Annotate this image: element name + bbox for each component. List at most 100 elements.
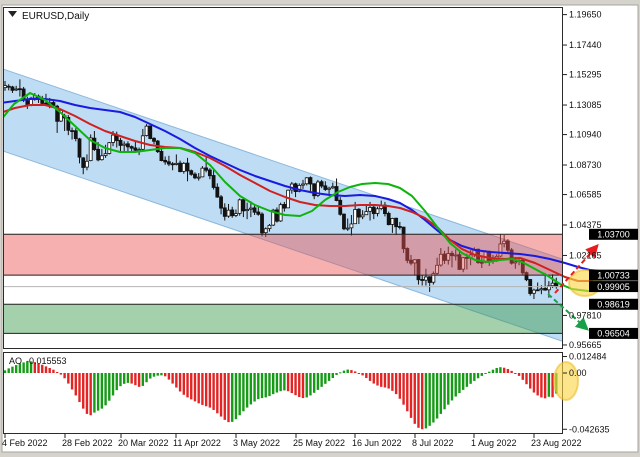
ao-bar [439, 373, 443, 414]
candle [371, 206, 376, 215]
candle [323, 185, 328, 190]
ao-bar [4, 370, 7, 373]
ao-bar [491, 369, 495, 373]
ao-bar [357, 373, 361, 374]
candle [248, 207, 253, 210]
candle [319, 181, 324, 187]
ao-bar [238, 373, 241, 416]
symbol-dropdown-icon[interactable] [8, 11, 17, 17]
candle [315, 181, 320, 196]
ao-bar [331, 373, 334, 379]
price-level-box [589, 327, 638, 339]
time-axis-label: 3 May 2022 [233, 438, 280, 448]
ao-bar [543, 373, 547, 399]
candle [479, 261, 484, 264]
candle [174, 162, 179, 165]
price-axis-label: 1.15295 [569, 70, 602, 80]
candle [345, 227, 350, 230]
ao-bar [301, 373, 305, 399]
channel-lower-line[interactable] [0, 150, 640, 368]
ao-bar [469, 373, 472, 384]
price-axis-label: 1.17440 [569, 40, 602, 50]
ao-bar [350, 370, 353, 373]
candle [386, 212, 391, 226]
ao-bar [227, 373, 230, 423]
ao-bar [253, 373, 256, 402]
candle [267, 224, 272, 229]
candle [368, 207, 372, 212]
ao-bar [119, 373, 122, 387]
ao-bar [540, 373, 543, 398]
resistance-zone[interactable] [4, 233, 562, 276]
ao-bar [85, 373, 89, 414]
ao-bar [480, 373, 483, 376]
time-axis[interactable]: 4 Feb 2022 28 Feb 2022 20 Mar 2022 11 Apr 2… [2, 434, 582, 448]
candle [524, 272, 529, 281]
time-axis-label: 23 Aug 2022 [531, 438, 582, 448]
price-level-label: 0.99905 [597, 282, 630, 292]
ao-bar [37, 363, 40, 373]
candle [338, 199, 343, 215]
support-zone[interactable] [4, 303, 562, 334]
candle [122, 143, 127, 146]
ao-bar [298, 373, 301, 398]
candle [450, 252, 454, 257]
ao-bar [510, 370, 513, 373]
ao-bar [242, 373, 245, 412]
ao-bar [488, 371, 491, 373]
time-axis-label: 4 Feb 2022 [2, 438, 48, 448]
candle [435, 264, 440, 274]
ao-bar [11, 366, 14, 373]
candle [342, 213, 346, 230]
ao-bar [312, 373, 316, 393]
candle [431, 273, 436, 283]
ao-bar [324, 373, 327, 384]
candle [166, 161, 171, 165]
ao-bar [272, 373, 275, 395]
ao-bar [231, 373, 234, 422]
candle [103, 153, 108, 156]
channel-upper-line[interactable] [0, 68, 640, 286]
candle [304, 177, 309, 185]
ao-bar [521, 373, 524, 380]
candle [129, 146, 134, 149]
ao-bar [398, 373, 402, 399]
bearish-scenario-arrow[interactable] [547, 293, 589, 331]
ao-bar [141, 373, 145, 386]
candle [85, 160, 89, 168]
ao-bar [93, 373, 96, 413]
ao-bar [22, 362, 25, 373]
candle [442, 253, 447, 261]
candle [502, 240, 507, 245]
ao-bar [476, 373, 480, 379]
ao-bar [473, 373, 476, 381]
ao-bar [424, 373, 428, 429]
ao-axis-label: 0.00 [569, 368, 587, 378]
ao-bar [551, 373, 554, 398]
price-axis-label: 1.06585 [569, 190, 602, 200]
ao-highlight-ellipse[interactable] [553, 361, 579, 401]
ao-bar [532, 373, 536, 393]
ao-bar [458, 373, 461, 394]
main-pane-border [3, 7, 563, 349]
candle [144, 125, 149, 136]
candle [193, 173, 197, 179]
candle [271, 209, 276, 226]
ao-axis-label: 0.012484 [569, 352, 607, 362]
bullish-scenario-arrow[interactable] [554, 244, 599, 294]
candle [70, 130, 74, 132]
ao-bar [104, 373, 107, 406]
ao-histogram [4, 361, 558, 430]
candle [77, 138, 82, 158]
candle [427, 276, 432, 283]
candle [424, 276, 428, 281]
candle [520, 259, 525, 274]
ao-bar [335, 373, 338, 375]
price-axis[interactable]: 1.19650 1.17440 1.15295 1.13085 1.10940 1.087… [563, 10, 638, 435]
ao-bar [275, 373, 279, 393]
candle [148, 125, 153, 139]
ao-bar [454, 373, 457, 397]
candle [226, 209, 231, 217]
candle [353, 209, 358, 225]
